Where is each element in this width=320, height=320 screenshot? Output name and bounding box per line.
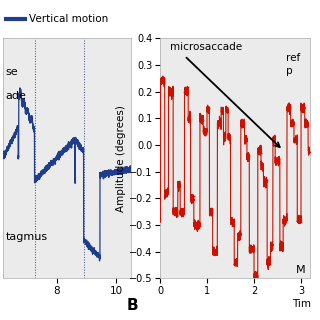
Text: microsaccade: microsaccade xyxy=(170,42,243,52)
Text: Tim: Tim xyxy=(292,299,311,309)
Text: se: se xyxy=(6,67,18,77)
Text: M: M xyxy=(296,265,306,275)
Text: B: B xyxy=(127,298,139,313)
Text: p: p xyxy=(286,66,292,76)
Legend: Vertical motion: Vertical motion xyxy=(2,10,113,28)
Text: ade: ade xyxy=(6,91,27,101)
Text: ref: ref xyxy=(286,53,300,63)
Text: tagmus: tagmus xyxy=(6,232,48,243)
Y-axis label: Amplitude (degrees): Amplitude (degrees) xyxy=(116,105,126,212)
